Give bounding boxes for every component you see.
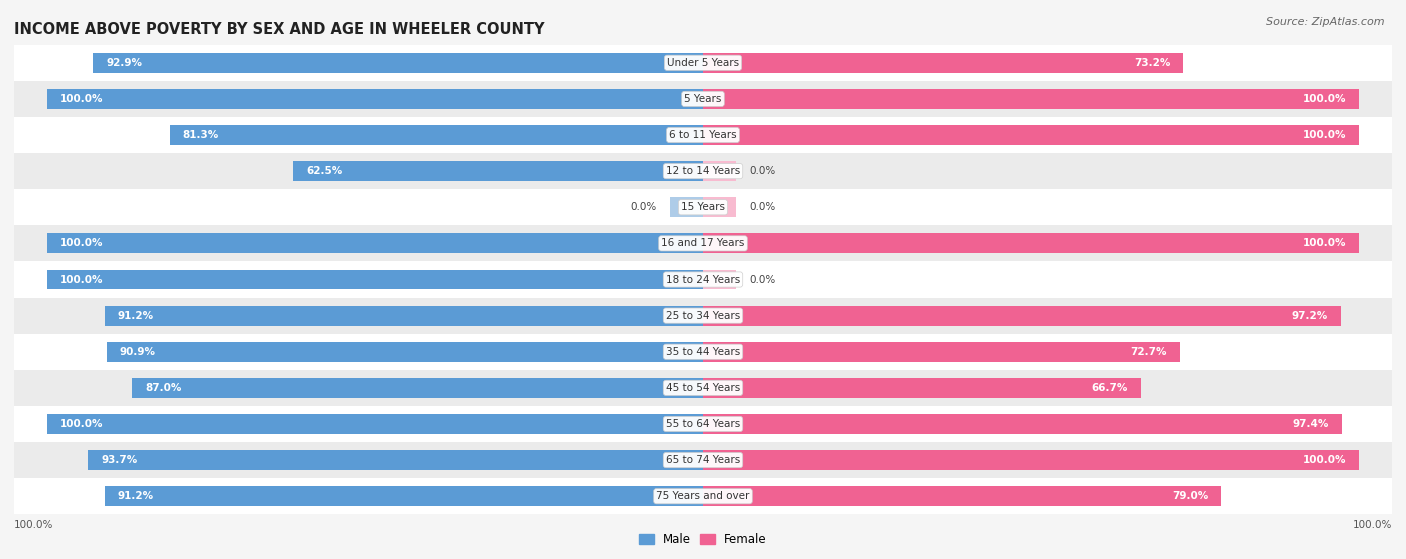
Bar [132,378,703,398]
Text: 100.0%: 100.0% [1302,130,1346,140]
Text: 91.2%: 91.2% [118,491,153,501]
Text: Source: ZipAtlas.com: Source: ZipAtlas.com [1267,17,1385,27]
Bar [703,234,1360,253]
Bar [703,161,735,181]
Text: 12 to 14 Years: 12 to 14 Years [666,166,740,176]
Bar [703,378,1140,398]
Text: 0.0%: 0.0% [749,166,775,176]
Text: 55 to 64 Years: 55 to 64 Years [666,419,740,429]
Bar [14,189,1392,225]
Bar [14,478,1392,514]
Bar [671,197,703,217]
Bar [703,486,1222,506]
Text: 45 to 54 Years: 45 to 54 Years [666,383,740,393]
Text: 100.0%: 100.0% [1302,455,1346,465]
Bar [703,89,1360,109]
Bar [292,161,703,181]
Bar [703,342,1180,362]
Text: 79.0%: 79.0% [1173,491,1208,501]
Bar [703,306,1341,325]
Text: 65 to 74 Years: 65 to 74 Years [666,455,740,465]
Bar [46,89,703,109]
Legend: Male, Female: Male, Female [634,528,772,551]
Bar [703,450,1360,470]
Bar [703,125,1360,145]
Bar [46,234,703,253]
Bar [14,442,1392,478]
Text: Under 5 Years: Under 5 Years [666,58,740,68]
Text: 100.0%: 100.0% [60,419,104,429]
Bar [703,414,1343,434]
Text: 0.0%: 0.0% [749,202,775,212]
Bar [14,225,1392,262]
Text: 100.0%: 100.0% [60,274,104,285]
Bar [14,117,1392,153]
Bar [14,297,1392,334]
Text: INCOME ABOVE POVERTY BY SEX AND AGE IN WHEELER COUNTY: INCOME ABOVE POVERTY BY SEX AND AGE IN W… [14,22,544,36]
Text: 81.3%: 81.3% [183,130,219,140]
Text: 100.0%: 100.0% [60,94,104,104]
Bar [107,342,703,362]
Text: 100.0%: 100.0% [1302,238,1346,248]
Text: 0.0%: 0.0% [749,274,775,285]
Text: 90.9%: 90.9% [120,347,156,357]
Bar [703,53,1184,73]
Bar [14,370,1392,406]
Text: 100.0%: 100.0% [14,520,53,530]
Text: 100.0%: 100.0% [1353,520,1392,530]
Bar [170,125,703,145]
Bar [93,53,703,73]
Text: 72.7%: 72.7% [1130,347,1167,357]
Text: 25 to 34 Years: 25 to 34 Years [666,311,740,321]
Text: 15 Years: 15 Years [681,202,725,212]
Text: 91.2%: 91.2% [118,311,153,321]
Text: 18 to 24 Years: 18 to 24 Years [666,274,740,285]
Bar [46,269,703,290]
Bar [104,486,703,506]
Text: 66.7%: 66.7% [1091,383,1128,393]
Text: 87.0%: 87.0% [145,383,181,393]
Bar [104,306,703,325]
Text: 97.2%: 97.2% [1291,311,1327,321]
Bar [14,81,1392,117]
Text: 35 to 44 Years: 35 to 44 Years [666,347,740,357]
Text: 73.2%: 73.2% [1133,58,1170,68]
Bar [89,450,703,470]
Bar [14,334,1392,370]
Bar [703,197,735,217]
Text: 62.5%: 62.5% [307,166,342,176]
Text: 6 to 11 Years: 6 to 11 Years [669,130,737,140]
Text: 93.7%: 93.7% [101,455,138,465]
Bar [46,414,703,434]
Text: 92.9%: 92.9% [107,58,142,68]
Text: 0.0%: 0.0% [631,202,657,212]
Text: 100.0%: 100.0% [60,238,104,248]
Text: 97.4%: 97.4% [1292,419,1329,429]
Text: 16 and 17 Years: 16 and 17 Years [661,238,745,248]
Bar [14,262,1392,297]
Bar [14,406,1392,442]
Bar [703,269,735,290]
Bar [14,45,1392,81]
Text: 75 Years and over: 75 Years and over [657,491,749,501]
Text: 5 Years: 5 Years [685,94,721,104]
Bar [14,153,1392,189]
Text: 100.0%: 100.0% [1302,94,1346,104]
